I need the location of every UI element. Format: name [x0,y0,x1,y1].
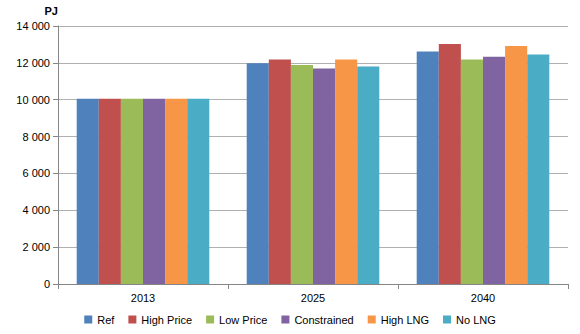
svg-text:0: 0 [44,278,50,290]
svg-text:High LNG: High LNG [381,314,429,326]
svg-text:No LNG: No LNG [456,314,496,326]
svg-text:2013: 2013 [131,292,155,304]
svg-text:10 000: 10 000 [16,94,50,106]
svg-text:2040: 2040 [471,292,495,304]
svg-text:12 000: 12 000 [16,57,50,69]
svg-text:2 000: 2 000 [22,241,50,253]
svg-text:6 000: 6 000 [22,167,50,179]
svg-text:High Price: High Price [141,314,192,326]
svg-text:PJ: PJ [45,5,58,17]
svg-text:2025: 2025 [301,292,325,304]
svg-text:14 000: 14 000 [16,20,50,32]
svg-text:Ref: Ref [97,314,115,326]
svg-text:Constrained: Constrained [294,314,353,326]
svg-text:8 000: 8 000 [22,131,50,143]
svg-text:4 000: 4 000 [22,204,50,216]
svg-text:Low Price: Low Price [219,314,267,326]
